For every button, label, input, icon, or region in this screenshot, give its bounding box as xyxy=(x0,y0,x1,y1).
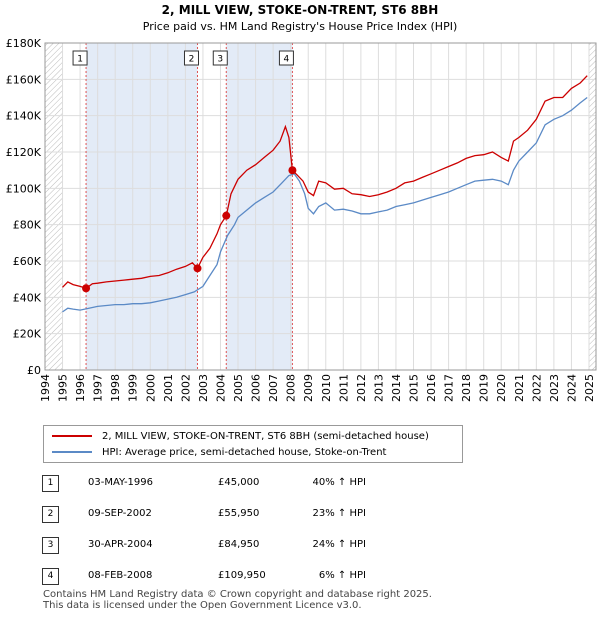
transaction-price: £109,950 xyxy=(218,570,266,581)
y-tick-label: £120K xyxy=(6,146,42,159)
plot-frame xyxy=(44,42,597,371)
transaction-price: £84,950 xyxy=(218,539,260,550)
hatched-region xyxy=(588,43,596,370)
y-tick-label: £180K xyxy=(6,37,42,50)
footer-line-2: This data is licensed under the Open Gov… xyxy=(43,600,362,611)
x-tick-label: 2022 xyxy=(530,374,543,402)
legend-item-hpi: HPI: Average price, semi-detached house,… xyxy=(52,444,386,460)
x-tick-label: 2008 xyxy=(285,374,298,402)
transaction-row: 3 30-APR-2004 £84,950 24% ↑ HPI xyxy=(40,537,460,555)
x-tick-label: 1994 xyxy=(39,374,52,402)
transaction-hpi: 40% ↑ HPI xyxy=(312,477,366,488)
legend: 2, MILL VIEW, STOKE-ON-TRENT, ST6 8BH (s… xyxy=(43,425,463,463)
transaction-date: 30-APR-2004 xyxy=(88,539,153,550)
transaction-label-number: 2 xyxy=(189,55,195,65)
transaction-number: 1 xyxy=(42,475,59,492)
x-tick-label: 2024 xyxy=(565,374,578,402)
transaction-point xyxy=(288,166,297,175)
transaction-row: 4 08-FEB-2008 £109,950 6% ↑ HPI xyxy=(40,568,460,586)
legend-item-property: 2, MILL VIEW, STOKE-ON-TRENT, ST6 8BH (s… xyxy=(52,428,429,444)
x-tick-label: 1995 xyxy=(57,374,70,402)
x-tick-label: 2000 xyxy=(144,374,157,402)
x-tick-label: 2020 xyxy=(495,374,508,402)
transaction-hpi: 23% ↑ HPI xyxy=(312,508,366,519)
y-tick-label: £20K xyxy=(13,328,42,341)
transaction-label-number: 4 xyxy=(284,55,290,65)
transaction-date: 03-MAY-1996 xyxy=(88,477,154,488)
x-tick-label: 2003 xyxy=(197,374,210,402)
transaction-point xyxy=(82,284,91,293)
legend-label-property: 2, MILL VIEW, STOKE-ON-TRENT, ST6 8BH (s… xyxy=(102,430,429,442)
y-tick-label: £40K xyxy=(13,291,42,304)
x-tick-label: 2012 xyxy=(355,374,368,402)
footer-line-1: Contains HM Land Registry data © Crown c… xyxy=(43,589,432,600)
x-tick-label: 1997 xyxy=(92,374,105,402)
transaction-point xyxy=(193,264,202,273)
transaction-price: £45,000 xyxy=(218,477,260,488)
shaded-region xyxy=(226,43,293,370)
transaction-label-number: 1 xyxy=(77,55,83,65)
x-tick-label: 2002 xyxy=(179,374,192,402)
transaction-label-box xyxy=(278,50,294,66)
shaded-region xyxy=(86,43,198,370)
y-tick-label: £160K xyxy=(6,73,42,86)
x-tick-label: 1998 xyxy=(109,374,122,402)
x-tick-label: 2018 xyxy=(460,374,473,402)
x-tick-label: 2016 xyxy=(425,374,438,402)
transaction-label-box xyxy=(72,50,88,66)
transaction-label-number: 3 xyxy=(217,55,223,65)
transaction-row: 2 09-SEP-2002 £55,950 23% ↑ HPI xyxy=(40,506,460,524)
transaction-label-box xyxy=(212,50,228,66)
transaction-number: 2 xyxy=(42,506,59,523)
legend-label-hpi: HPI: Average price, semi-detached house,… xyxy=(102,446,387,458)
transaction-price: £55,950 xyxy=(218,508,260,519)
x-tick-label: 2025 xyxy=(583,374,596,402)
x-tick-label: 1996 xyxy=(74,374,87,402)
x-tick-label: 1999 xyxy=(127,374,140,402)
series-line-hpi xyxy=(62,96,588,313)
transaction-hpi: 24% ↑ HPI xyxy=(312,539,366,550)
transaction-hpi: 6% ↑ HPI xyxy=(318,570,366,581)
x-tick-label: 2009 xyxy=(302,374,315,402)
x-tick-label: 2011 xyxy=(337,374,350,402)
x-tick-label: 2017 xyxy=(443,374,456,402)
x-tick-label: 2015 xyxy=(408,374,421,402)
x-tick-label: 2006 xyxy=(250,374,263,402)
transaction-date: 09-SEP-2002 xyxy=(88,508,152,519)
legend-swatch-hpi xyxy=(52,451,92,453)
y-tick-label: £100K xyxy=(6,182,42,195)
chart-title: 2, MILL VIEW, STOKE-ON-TRENT, ST6 8BH xyxy=(162,3,439,17)
y-tick-label: £60K xyxy=(13,255,42,268)
transaction-number: 3 xyxy=(42,537,59,554)
chart-subtitle: Price paid vs. HM Land Registry's House … xyxy=(143,20,458,33)
series-line-property xyxy=(62,75,588,290)
transaction-point xyxy=(222,211,231,220)
x-tick-label: 2023 xyxy=(548,374,561,402)
transaction-row: 1 03-MAY-1996 £45,000 40% ↑ HPI xyxy=(40,475,460,493)
footer-attribution: Contains HM Land Registry data © Crown c… xyxy=(43,589,432,611)
x-tick-label: 2005 xyxy=(232,374,245,402)
x-tick-label: 2001 xyxy=(162,374,175,402)
x-tick-label: 2019 xyxy=(478,374,491,402)
x-tick-label: 2004 xyxy=(214,374,227,402)
y-tick-label: £80K xyxy=(13,219,42,232)
x-tick-label: 2007 xyxy=(267,374,280,402)
x-tick-label: 2021 xyxy=(513,374,526,402)
x-tick-label: 2010 xyxy=(320,374,333,402)
x-tick-label: 2013 xyxy=(372,374,385,402)
legend-swatch-property xyxy=(52,435,92,437)
transaction-number: 4 xyxy=(42,568,59,585)
transaction-label-box xyxy=(183,50,199,66)
y-tick-label: £140K xyxy=(6,110,42,123)
hatched-region xyxy=(45,43,63,370)
transaction-date: 08-FEB-2008 xyxy=(88,570,153,581)
x-tick-label: 2014 xyxy=(390,374,403,402)
price-chart: 2, MILL VIEW, STOKE-ON-TRENT, ST6 8BH Pr… xyxy=(6,3,597,402)
y-tick-label: £0 xyxy=(27,364,41,377)
